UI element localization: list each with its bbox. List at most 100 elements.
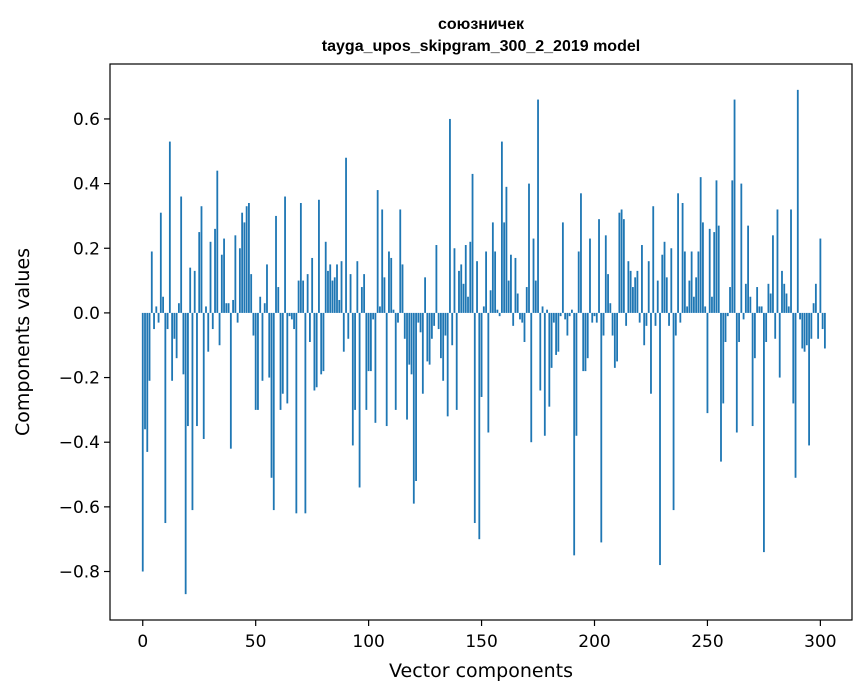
- bar: [365, 312, 368, 410]
- bar: [823, 312, 826, 349]
- bar: [634, 277, 637, 313]
- bar: [467, 296, 469, 313]
- bar: [417, 312, 420, 323]
- bar: [561, 222, 564, 313]
- x-tick-label: 100: [352, 632, 384, 652]
- x-axis-label: Vector components: [389, 660, 573, 682]
- bar: [412, 312, 415, 504]
- bar: [374, 312, 377, 423]
- bar: [747, 225, 749, 313]
- bar: [157, 312, 160, 323]
- bar: [464, 245, 467, 313]
- bar: [491, 222, 494, 313]
- bar: [708, 228, 711, 313]
- y-axis-label: Components values: [12, 248, 34, 436]
- bar: [674, 312, 677, 336]
- bar: [559, 312, 562, 317]
- bar: [184, 312, 187, 595]
- y-tick-label: −0.4: [59, 433, 100, 453]
- bar: [189, 267, 192, 313]
- bar: [593, 312, 596, 317]
- bars-group: [141, 89, 826, 595]
- bar: [742, 312, 745, 320]
- bar: [546, 309, 548, 313]
- bar: [469, 241, 472, 313]
- bar: [272, 312, 275, 511]
- x-tick-label: 300: [804, 632, 836, 652]
- x-axis: 0 50 100 150 200 250 300: [137, 620, 837, 652]
- bar: [521, 312, 524, 323]
- bar: [302, 280, 305, 313]
- bar: [309, 312, 311, 342]
- bar: [659, 312, 661, 566]
- bar: [250, 274, 253, 313]
- bar: [245, 206, 248, 313]
- bar: [496, 309, 499, 313]
- bar: [471, 173, 474, 313]
- bar: [616, 312, 618, 362]
- bar: [591, 312, 594, 323]
- bar: [654, 312, 657, 326]
- bar: [473, 312, 476, 524]
- bar: [435, 245, 438, 313]
- bar: [424, 277, 426, 313]
- bar: [744, 283, 747, 313]
- bar: [254, 312, 257, 410]
- bar: [379, 306, 381, 313]
- bar: [209, 241, 212, 313]
- bar: [523, 312, 526, 342]
- bar: [193, 270, 196, 313]
- bar: [717, 225, 720, 313]
- bar: [781, 270, 783, 313]
- chart-subtitle: tayga_upos_skipgram_300_2_2019 model: [322, 38, 640, 55]
- bar: [238, 248, 241, 313]
- bar: [543, 312, 546, 436]
- bar: [706, 312, 709, 414]
- bar: [358, 312, 361, 488]
- bar: [564, 312, 567, 320]
- bar: [290, 312, 293, 320]
- bar: [670, 248, 673, 313]
- bar: [383, 277, 386, 313]
- bar: [322, 312, 325, 372]
- bar: [519, 312, 521, 320]
- bar: [171, 312, 174, 381]
- bar: [598, 219, 600, 313]
- bar: [534, 280, 537, 313]
- bar: [388, 251, 390, 313]
- bar: [191, 312, 194, 511]
- bar: [202, 312, 205, 439]
- chart-title: союзничек: [438, 16, 525, 33]
- bar: [356, 261, 359, 313]
- bar: [182, 312, 185, 375]
- bar: [699, 177, 702, 313]
- bar: [541, 306, 544, 313]
- bar: [284, 196, 286, 313]
- bar: [347, 312, 350, 339]
- bar: [162, 296, 164, 313]
- bar: [306, 274, 309, 313]
- bar: [525, 287, 528, 313]
- bar: [428, 312, 431, 365]
- bar: [340, 261, 343, 313]
- bar: [220, 254, 223, 313]
- bar: [223, 238, 225, 313]
- bar: [772, 235, 774, 313]
- bar: [627, 261, 630, 313]
- bar: [652, 206, 655, 313]
- bar: [810, 312, 813, 339]
- bar: [200, 206, 203, 313]
- bar: [168, 141, 171, 313]
- bar: [625, 312, 628, 326]
- bar: [234, 235, 237, 313]
- bar: [279, 312, 282, 410]
- bar: [403, 312, 406, 339]
- bar: [555, 312, 558, 355]
- bar: [144, 312, 146, 430]
- bar: [421, 312, 424, 394]
- bar: [248, 203, 250, 313]
- bar: [665, 277, 668, 313]
- bar: [783, 283, 786, 313]
- bar: [790, 209, 792, 313]
- bar: [252, 312, 255, 336]
